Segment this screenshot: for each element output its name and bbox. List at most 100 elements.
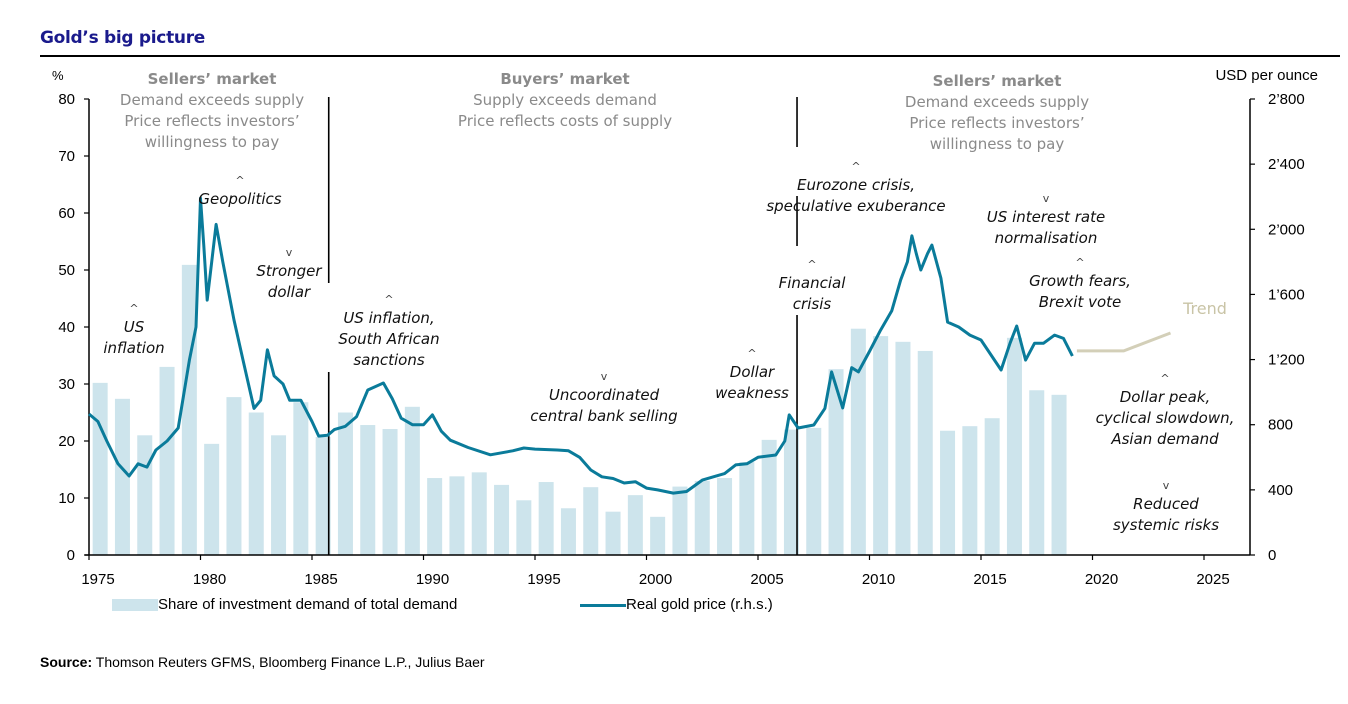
up-marker-icon: ^ [1160,372,1169,385]
bar [873,336,889,555]
right-tick-label: 1’200 [1268,352,1305,369]
event-annotation: Stronger [256,262,322,280]
bar [783,429,799,555]
regime-description: willingness to pay [930,135,1065,153]
right-tick-label: 1’600 [1268,286,1305,303]
regime-heading: Buyers’ market [500,70,629,88]
down-marker-icon: v [1043,192,1050,205]
axes: 0 10 20 30 40 50 60 70 80% 0 400 800 1’200 1’600 2’000… [52,67,1318,588]
bar [248,412,264,555]
bar [1006,337,1022,555]
up-marker-icon: ^ [384,293,393,306]
bar [360,425,376,555]
regime-heading: Sellers’ market [933,72,1062,90]
right-tick-label: 400 [1268,482,1293,499]
bar [850,328,866,555]
up-marker-icon: ^ [1075,256,1084,269]
right-tick-label: 2’000 [1268,221,1305,238]
bar [1051,394,1067,555]
bar [159,366,175,555]
regime-description: willingness to pay [145,133,280,151]
left-tick-label: 60 [58,205,75,222]
x-tick-label: 1990 [416,571,449,588]
source-label: Source: [40,654,93,670]
event-annotation: crisis [793,295,832,313]
source-text: Thomson Reuters GFMS, Bloomberg Finance … [92,654,485,670]
bar [404,406,420,555]
event-annotation: Reduced [1133,495,1199,513]
bar [627,495,643,555]
left-tick-label: 0 [67,547,75,564]
left-tick-label: 20 [58,433,75,450]
text-annotations: Sellers’ market Demand exceeds supply Pric… [103,70,1234,534]
source-note: Source: Thomson Reuters GFMS, Bloomberg … [40,654,485,670]
event-annotation: cyclical slowdown, [1096,409,1235,427]
left-tick-label: 40 [58,319,75,336]
x-tick-label: 2005 [750,571,783,588]
right-tick-label: 0 [1268,547,1276,564]
regime-description: Price reflects investors’ [124,112,299,130]
bar [605,511,621,555]
bar [962,426,978,555]
down-marker-icon: v [601,370,608,383]
bar [650,516,666,555]
bar [449,476,465,555]
x-tick-label: 2000 [639,571,672,588]
bar [226,397,242,555]
regime-description: Price reflects costs of supply [458,112,672,130]
bar [427,478,443,555]
bar [337,412,353,555]
bar [92,382,108,555]
x-tick-label: 1995 [527,571,560,588]
bar [940,430,956,555]
down-marker-icon: v [286,246,293,259]
bar [560,508,576,555]
event-annotation: normalisation [995,229,1098,247]
event-annotation: systemic risks [1113,516,1219,534]
x-tick-label: 1980 [193,571,226,588]
bar [204,443,220,555]
trend-label: Trend [1182,299,1227,318]
bar [828,369,844,555]
event-annotation: Brexit vote [1039,293,1122,311]
x-tick-label: 1985 [304,571,337,588]
event-annotation: Geopolitics [198,190,281,208]
bar [1029,390,1045,555]
x-tick-label: 2020 [1085,571,1118,588]
x-tick-label: 2025 [1196,571,1229,588]
legend-label-line: Real gold price (r.h.s.) [626,596,773,613]
event-annotation: US inflation, [343,309,434,327]
bar [181,264,197,555]
x-tick-label: 2015 [973,571,1006,588]
down-marker-icon: v [1163,479,1170,492]
bar [114,398,130,555]
up-marker-icon: ^ [129,302,138,315]
bar [293,402,309,555]
line-series [88,196,1172,495]
legend-label-bars: Share of investment demand of total dema… [158,596,458,613]
regime-description: Demand exceeds supply [905,93,1089,111]
event-annotation: Growth fears, [1029,272,1131,290]
event-annotation: South African [338,330,439,348]
bar [494,484,510,555]
bar [761,439,777,555]
left-tick-label: 30 [58,376,75,393]
right-axis-label: USD per ounce [1215,67,1318,84]
up-marker-icon: ^ [807,258,816,271]
right-tick-label: 2’400 [1268,156,1305,173]
legend-swatch-line [580,603,626,607]
bar [382,429,398,555]
bar [538,482,554,555]
bar [137,435,153,555]
bar [984,418,1000,555]
regime-dividers [327,97,798,555]
event-annotation: Financial [779,274,847,292]
event-annotation: sanctions [353,351,424,369]
right-tick-label: 2’800 [1268,91,1305,108]
event-annotation: Asian demand [1110,430,1219,448]
event-annotation: dollar [268,283,311,301]
up-marker-icon: ^ [747,347,756,360]
bar [739,462,755,555]
regime-heading: Sellers’ market [148,70,277,88]
